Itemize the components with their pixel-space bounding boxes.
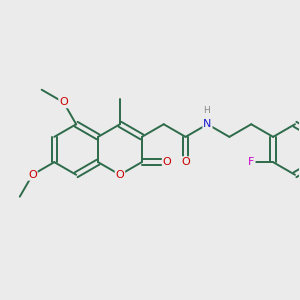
Text: F: F [248, 157, 255, 167]
Text: O: O [116, 170, 124, 180]
Text: N: N [203, 119, 212, 129]
Text: O: O [28, 170, 37, 180]
Text: O: O [181, 157, 190, 167]
Text: H: H [203, 106, 210, 115]
Text: O: O [59, 98, 68, 107]
Text: O: O [163, 157, 172, 167]
